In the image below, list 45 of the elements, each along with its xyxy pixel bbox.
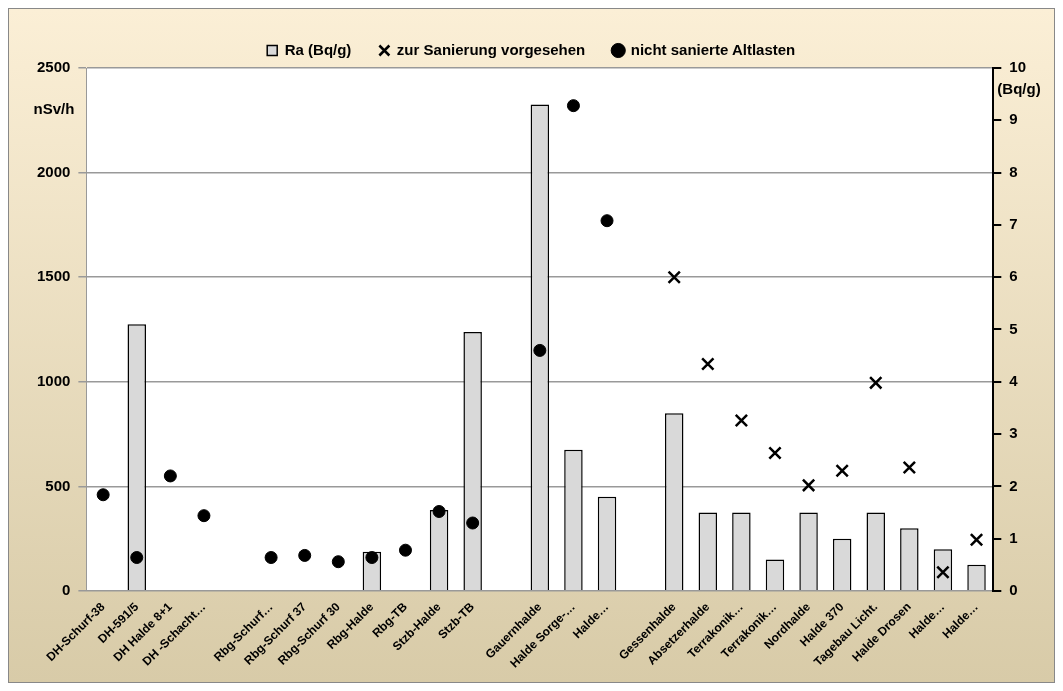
point <box>197 509 211 523</box>
point <box>398 543 412 557</box>
point <box>365 551 379 565</box>
y2-tick-label: 5 <box>1009 319 1018 337</box>
legend-label: nicht sanierte Altlasten <box>630 40 796 58</box>
point <box>600 214 614 228</box>
y2-tick-label: 3 <box>1009 424 1018 442</box>
y2-tick-label: 9 <box>1009 110 1018 128</box>
point <box>734 413 749 428</box>
y2-tick-label: 2 <box>1009 476 1018 494</box>
y-tick-label: 1500 <box>36 267 71 285</box>
y-tick-label: 1000 <box>36 371 71 389</box>
point <box>130 551 144 565</box>
point <box>835 463 850 478</box>
point <box>264 551 278 565</box>
y2-tick-label: 0 <box>1009 581 1018 599</box>
point <box>96 488 110 502</box>
point <box>466 516 480 530</box>
y2-tick-label: 6 <box>1009 267 1018 285</box>
point <box>868 375 883 390</box>
y-tick-label: 2000 <box>36 162 71 180</box>
y-tick-label: 500 <box>45 476 71 494</box>
point <box>432 505 446 518</box>
point <box>667 270 682 285</box>
y2-tick-label: 7 <box>1009 215 1018 233</box>
point <box>163 469 177 483</box>
y-tick-label: 0 <box>62 581 71 599</box>
point <box>902 460 917 475</box>
y2-tick-label: 10 <box>1009 58 1026 76</box>
legend-label: zur Sanierung vorgesehen <box>396 40 586 58</box>
point <box>331 555 345 569</box>
y2-axis-title: (Bq/g) <box>997 80 1041 98</box>
point <box>533 343 547 357</box>
y2-tick-label: 4 <box>1009 371 1019 389</box>
point <box>700 357 715 371</box>
y2-tick-label: 1 <box>1009 528 1018 546</box>
y2-tick-label: 8 <box>1009 162 1018 180</box>
point <box>566 99 580 113</box>
point <box>969 532 984 547</box>
legend-label: Ra (Bq/g) <box>284 40 352 58</box>
point <box>801 478 816 493</box>
y-axis-title: nSv/h <box>33 100 75 118</box>
point <box>298 548 312 562</box>
y-tick-label: 2500 <box>36 58 71 76</box>
point <box>768 446 782 460</box>
